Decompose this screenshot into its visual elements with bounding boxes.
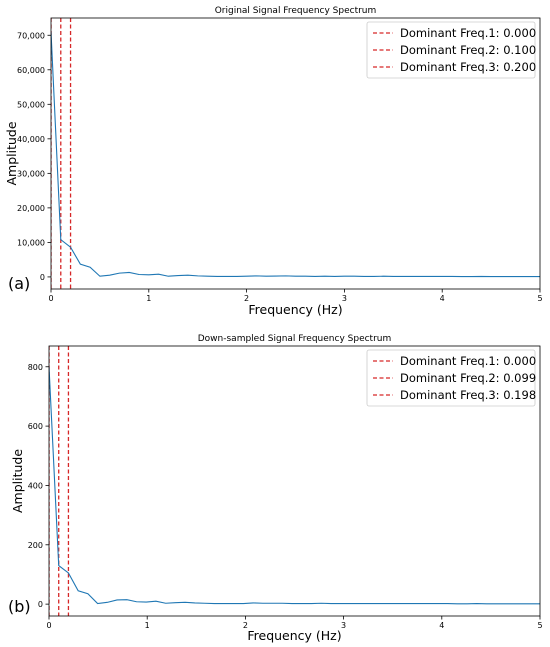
y-tick-label: 30,000: [17, 169, 45, 178]
legend-box: [366, 349, 536, 407]
spectrum-line: [49, 366, 540, 605]
legend-entry-3: Dominant Freq.3: 0.198: [400, 388, 536, 402]
plot-frame: [48, 345, 541, 617]
chart-panel-b: Down-sampled Signal Frequency Spectrum 0 1…: [8, 334, 543, 643]
y-tick-label: 60,000: [17, 66, 45, 75]
x-tick-label: 2: [244, 294, 249, 303]
x-tick-label: 0: [48, 294, 53, 303]
y-tick-label: 10,000: [17, 238, 45, 247]
y-tick-label: 20,000: [17, 204, 45, 213]
y-tick-label: 600: [28, 422, 43, 431]
x-tick-label: 3: [342, 294, 347, 303]
x-tick-label: 2: [243, 621, 248, 630]
legend-entry-2: Dominant Freq.2: 0.100: [400, 43, 536, 57]
legend-entry-1: Dominant Freq.1: 0.000: [400, 26, 536, 40]
y-tick-label: 400: [28, 481, 43, 490]
legend: Dominant Freq.1: 0.000 Dominant Freq.2: 0…: [366, 349, 536, 407]
y-axis-label: Amplitude: [4, 121, 19, 185]
y-tick-label: 50,000: [17, 100, 45, 109]
x-tick-label: 5: [537, 621, 542, 630]
legend: Dominant Freq.1: 0.000 Dominant Freq.2: 0…: [366, 21, 536, 79]
chart-title: Original Signal Frequency Spectrum: [215, 6, 377, 16]
legend-entry-2: Dominant Freq.2: 0.099: [400, 371, 536, 385]
x-tick-label: 4: [439, 621, 444, 630]
y-tick-label: 0: [40, 273, 45, 282]
x-axis-label: Frequency (Hz): [247, 628, 341, 643]
chart-title: Down-sampled Signal Frequency Spectrum: [198, 334, 392, 344]
y-tick-label: 40,000: [17, 135, 45, 144]
panel-label: (a): [8, 274, 30, 293]
legend-entry-3: Dominant Freq.3: 0.200: [400, 60, 536, 74]
chart-panel-a: Original Signal Frequency Spectrum 0 1 2 3 4 5…: [4, 6, 543, 317]
legend-entry-1: Dominant Freq.1: 0.000: [400, 354, 536, 368]
y-tick-label: 0: [38, 600, 43, 609]
panel-label: (b): [8, 597, 31, 616]
x-tick-label: 4: [440, 294, 445, 303]
spectrum-line: [51, 31, 540, 278]
x-tick-label: 1: [146, 294, 151, 303]
x-tick-label: 5: [537, 294, 542, 303]
x-tick-label: 0: [46, 621, 51, 630]
y-tick-label: 200: [28, 541, 43, 550]
y-axis-label: Amplitude: [10, 449, 25, 513]
x-axis-label: Frequency (Hz): [248, 302, 342, 317]
y-tick-label: 70,000: [17, 31, 45, 40]
x-tick-label: 3: [341, 621, 346, 630]
y-tick-label: 800: [28, 363, 43, 372]
x-tick-label: 1: [145, 621, 150, 630]
legend-box: [366, 21, 536, 79]
plot-frame: [50, 17, 541, 290]
